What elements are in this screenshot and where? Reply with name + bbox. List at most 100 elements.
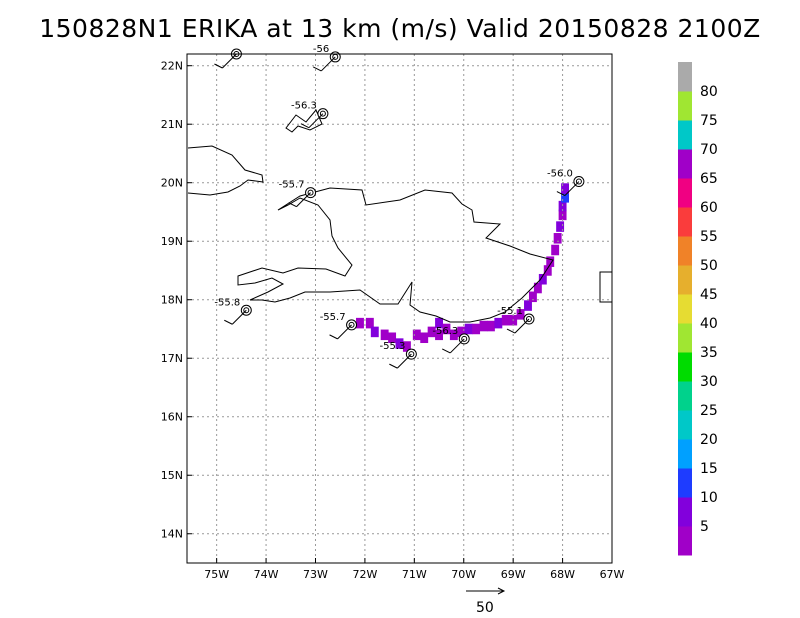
colorbar-label-4: 25 <box>700 403 718 419</box>
swath-cell-0 <box>356 317 364 329</box>
colorbar-label-2: 15 <box>700 461 718 477</box>
swath-cell-27 <box>543 265 552 276</box>
vector-legend-label: 50 <box>476 600 494 616</box>
x-tick-label-7: 68W <box>550 568 575 581</box>
vector-legend-arrowhead <box>497 587 506 595</box>
wind-swath <box>356 183 570 352</box>
swath-cell-1 <box>365 317 374 329</box>
station-barb-2 <box>308 113 324 129</box>
swath-cell-14 <box>457 326 466 338</box>
station-barb-flag-8 <box>214 63 223 69</box>
station-barb-flag-5 <box>442 348 451 354</box>
swath-cell-6 <box>402 341 411 352</box>
swath-cell-22 <box>516 309 525 320</box>
swath-cell-8 <box>412 329 421 341</box>
x-tick-label-6: 69W <box>501 568 526 581</box>
plot-frame <box>186 53 613 564</box>
coast-cuba <box>187 145 264 196</box>
swath-cell-33 <box>558 200 567 212</box>
station-barb-0 <box>231 309 247 325</box>
y-tick-label-6: 20N <box>161 177 183 190</box>
station-barb-8 <box>222 53 237 69</box>
colorbar-seg-5 <box>678 381 692 411</box>
station-barb-flag-6 <box>506 328 516 334</box>
coast-islands <box>285 109 323 133</box>
swath-cell-17 <box>479 320 488 332</box>
swath-cell-18 <box>486 320 495 332</box>
colorbar-label-10: 55 <box>700 229 718 245</box>
swath-cell-10 <box>435 317 443 329</box>
station-barb-7 <box>564 181 580 196</box>
swath-cell-13 <box>449 329 458 341</box>
colorbar-seg-13 <box>678 149 692 179</box>
colorbar: 5 10 15 20 25 30 35 40 45 50 55 60 65 70 75 80 <box>678 62 718 556</box>
y-tick-label-5: 19N <box>161 235 183 248</box>
colorbar-label-0: 5 <box>700 519 709 535</box>
station-label-2: -56.3 <box>291 101 317 112</box>
colorbar-label-7: 40 <box>700 316 718 332</box>
colorbar-seg-16 <box>678 62 692 92</box>
colorbar-label-1: 10 <box>700 490 718 506</box>
y-tick-label-3: 17N <box>161 352 183 365</box>
station-barb-3 <box>337 324 352 340</box>
swath-cell-35 <box>561 183 570 194</box>
colorbar-seg-15 <box>678 91 692 121</box>
swath-cell-29 <box>551 244 560 256</box>
station-label-3: -55.7 <box>320 312 346 323</box>
station-barb-4 <box>397 353 412 369</box>
swath-cell-24 <box>528 291 537 303</box>
station-dot-0 <box>243 307 250 314</box>
coast-hispaniola <box>237 187 554 323</box>
station-barb-flag-2 <box>300 123 310 129</box>
station-barb-flag-3 <box>329 334 338 340</box>
colorbar-seg-8 <box>678 294 692 324</box>
station-label-6: -55.1 <box>497 306 523 317</box>
station-barb-9 <box>320 56 336 72</box>
swath-cell-7 <box>420 332 429 344</box>
colorbar-label-15: 80 <box>700 84 718 100</box>
swath-cell-26 <box>538 273 547 285</box>
x-tick-label-4: 71W <box>402 568 427 581</box>
swath-cell-4 <box>388 332 397 344</box>
colorbar-label-8: 45 <box>700 287 718 303</box>
swath-cell-3 <box>380 329 389 341</box>
coast-puerto-rico <box>599 271 612 303</box>
colorbar-seg-10 <box>678 236 692 266</box>
swath-cell-20 <box>501 314 510 326</box>
y-tick-label-2: 16N <box>161 411 183 424</box>
colorbar-seg-6 <box>678 352 692 382</box>
colorbar-seg-3 <box>678 439 692 469</box>
colorbar-seg-2 <box>678 468 692 498</box>
station-barb-5 <box>449 338 465 354</box>
colorbar-label-13: 70 <box>700 142 718 158</box>
station-label-0: -55.8 <box>214 297 240 308</box>
swath-cell-19 <box>494 317 503 329</box>
swath-cell-34 <box>561 192 570 203</box>
station-dot-4 <box>408 351 415 358</box>
station-barb-flag-1 <box>288 202 297 208</box>
swath-cell-9 <box>427 326 436 338</box>
station-barb-flag-9 <box>313 66 322 72</box>
station-label-5: -56.3 <box>432 326 458 337</box>
swath-cell-16 <box>472 323 481 335</box>
colorbar-label-9: 50 <box>700 258 718 274</box>
x-tick-label-3: 72W <box>352 568 377 581</box>
y-tick-label-7: 21N <box>161 118 183 131</box>
x-tick-label-0: 75W <box>204 568 229 581</box>
colorbar-label-3: 20 <box>700 432 718 448</box>
colorbar-label-6: 35 <box>700 345 718 361</box>
station-dot-5 <box>461 335 468 342</box>
station-label-7: -56.0 <box>547 169 573 180</box>
colorbar-seg-0 <box>678 526 692 556</box>
x-tick-label-5: 70W <box>451 568 476 581</box>
colorbar-seg-14 <box>678 120 692 150</box>
station-barb-1 <box>296 192 311 208</box>
y-tick-label-1: 15N <box>161 469 183 482</box>
station-barb-flag-0 <box>224 319 233 325</box>
station-dot-6 <box>525 316 532 323</box>
swath-cell-31 <box>556 221 565 232</box>
swath-cell-30 <box>553 233 562 244</box>
x-tick-label-1: 74W <box>254 568 279 581</box>
station-markers: -55.8 -55.7 -56.3 -55.7 -55.3 -56.3 -55.1 -56.0… <box>214 44 585 369</box>
